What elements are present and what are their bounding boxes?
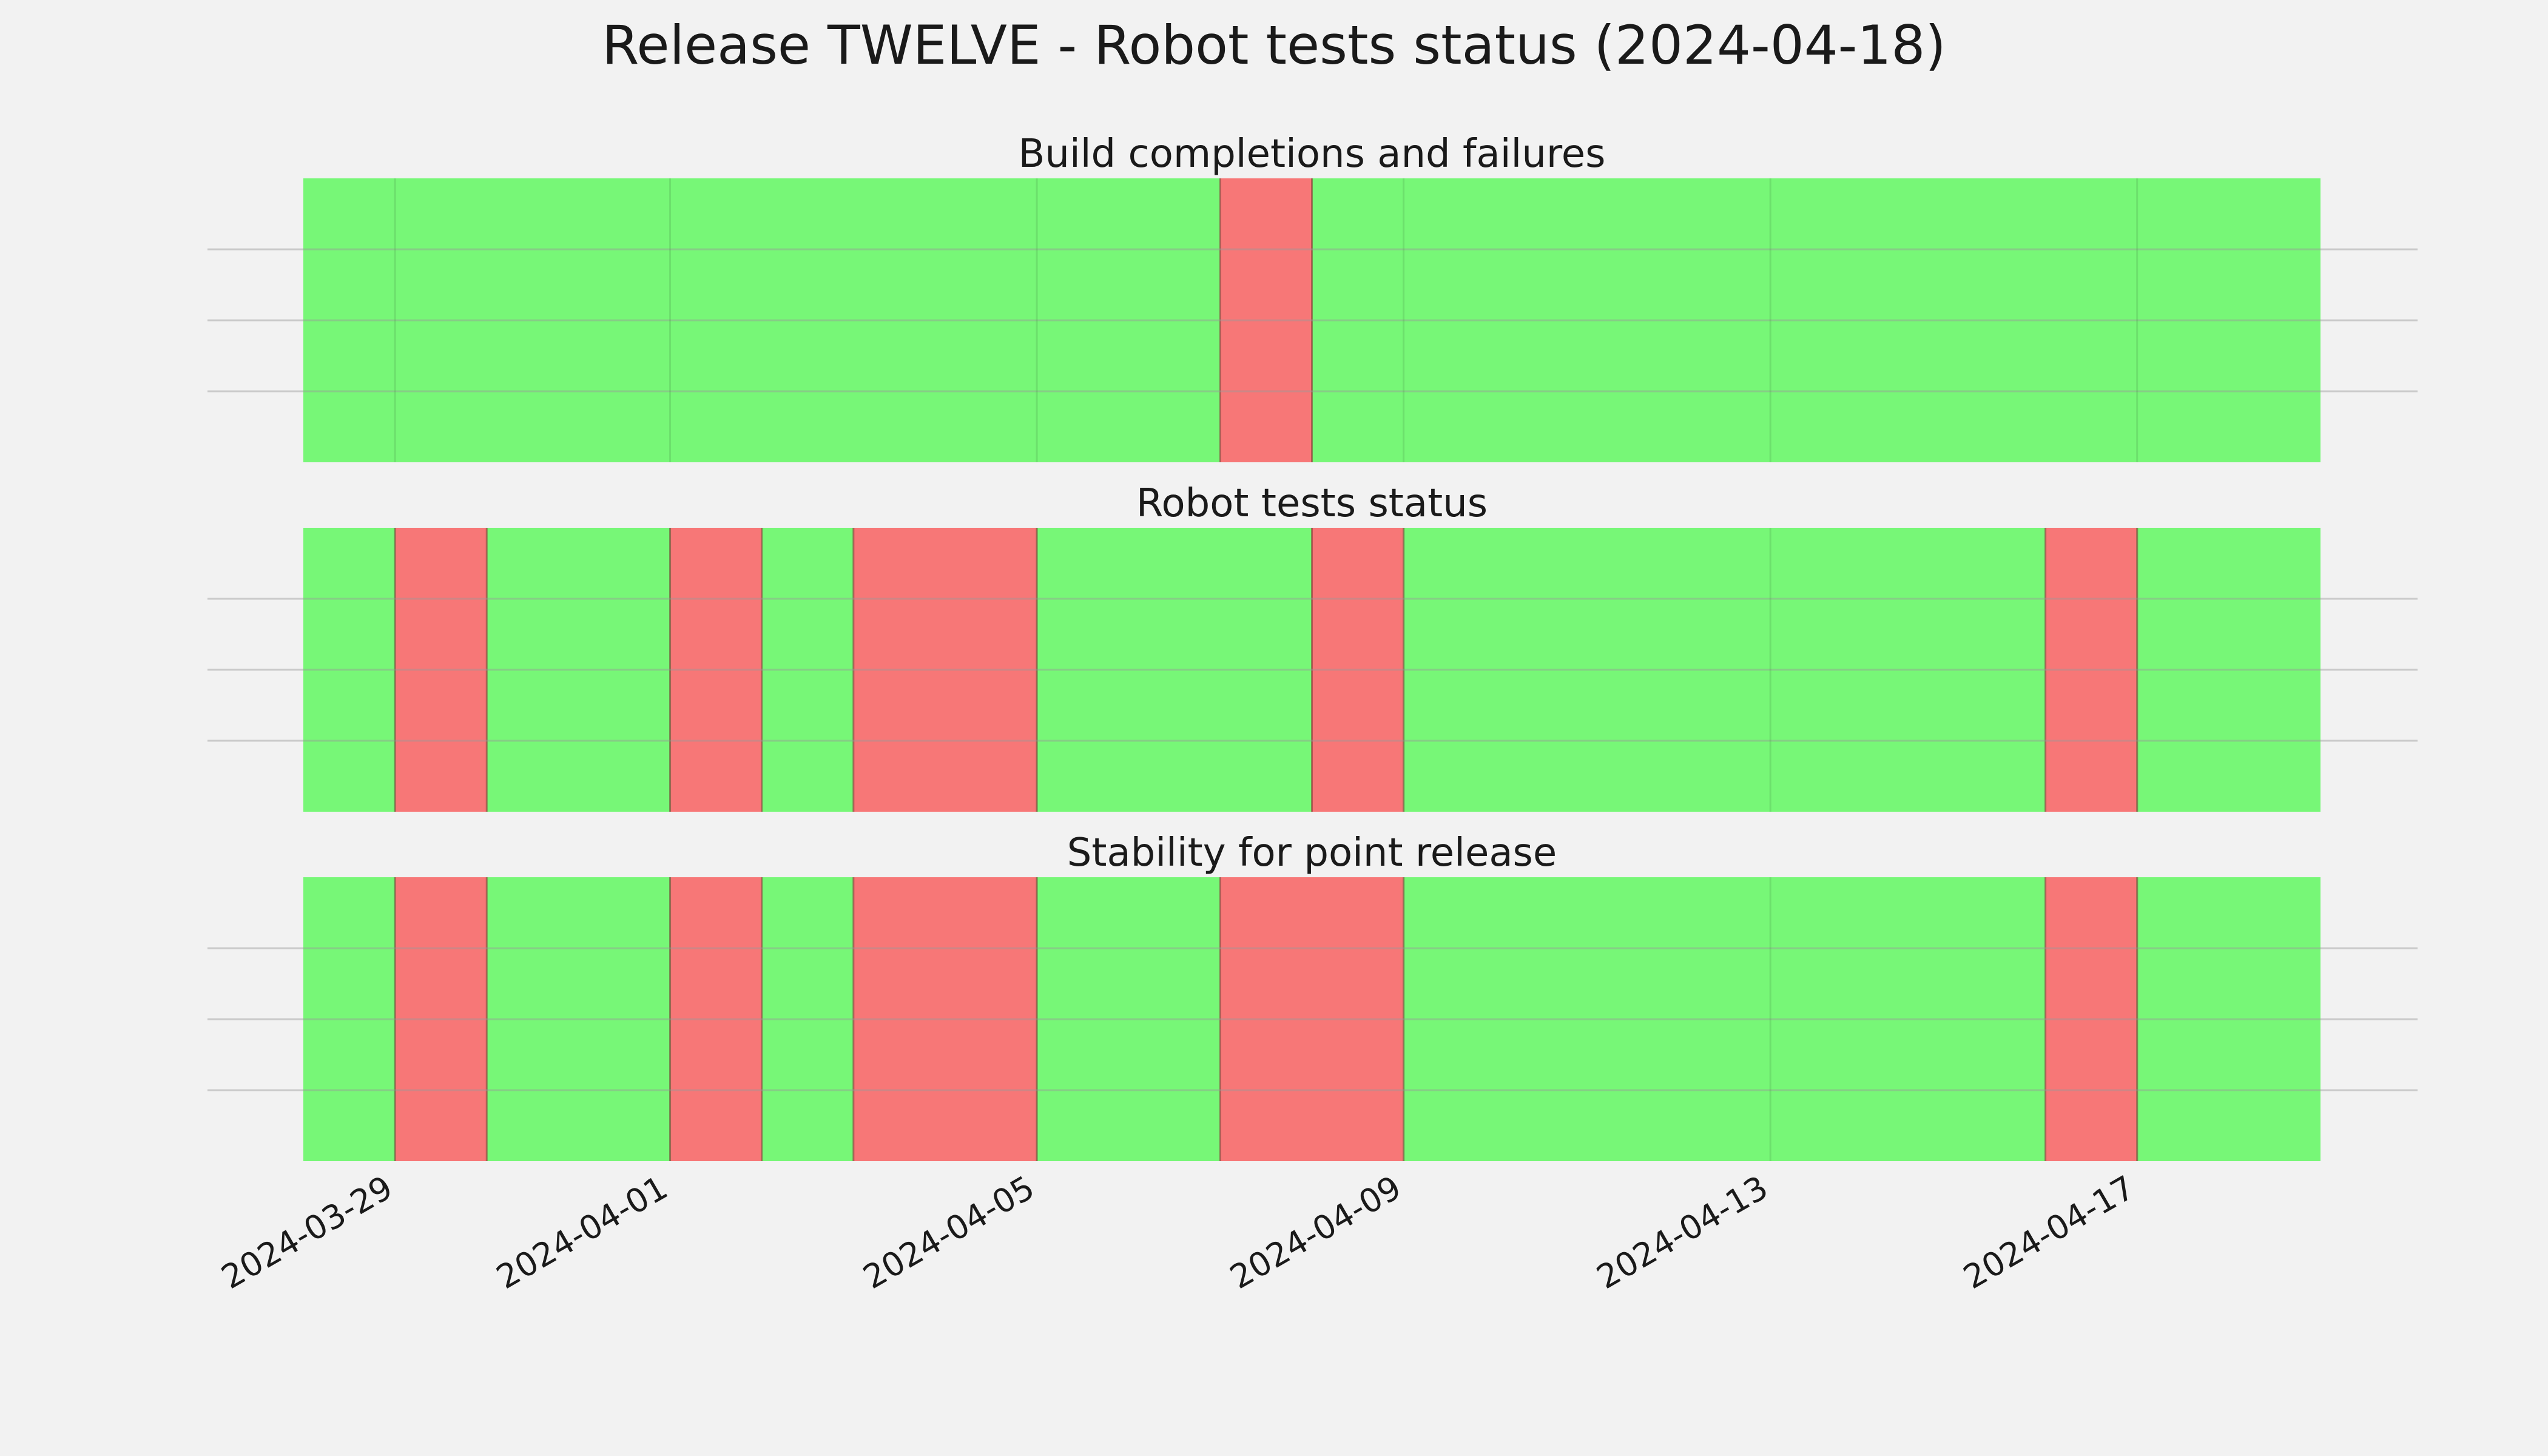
segment-pass xyxy=(1403,528,2046,812)
segment-pass xyxy=(487,877,670,1161)
segment-pass xyxy=(761,528,854,812)
segment-fail xyxy=(395,528,487,812)
panel-subtitle: Build completions and failures xyxy=(1019,132,1606,177)
segment-pass xyxy=(1037,877,1221,1161)
segment-pass xyxy=(1403,877,2046,1161)
segment-fail xyxy=(853,528,1037,812)
segment-pass xyxy=(1312,178,2320,462)
segment-pass xyxy=(761,877,854,1161)
panel-subtitle: Robot tests status xyxy=(1136,481,1488,526)
segment-fail xyxy=(395,877,487,1161)
panel-subtitle: Stability for point release xyxy=(1067,831,1557,875)
segment-pass xyxy=(303,178,1221,462)
panel-2: Robot tests status xyxy=(207,481,2418,812)
segment-pass xyxy=(2137,528,2320,812)
segment-fail xyxy=(1312,528,1404,812)
segment-pass xyxy=(303,877,396,1161)
segment-fail xyxy=(670,877,762,1161)
segment-fail xyxy=(1220,178,1312,462)
segment-fail xyxy=(853,877,1037,1161)
segment-pass xyxy=(487,528,670,812)
panels-layer: Build completions and failures Robot test… xyxy=(207,132,2418,1161)
segment-fail xyxy=(2045,528,2137,812)
panel-3: Stability for point release xyxy=(207,831,2418,1161)
segment-fail xyxy=(670,528,762,812)
segment-pass xyxy=(1037,528,1312,812)
segment-fail xyxy=(2045,877,2137,1161)
segment-fail xyxy=(1220,877,1404,1161)
segment-pass xyxy=(303,528,396,812)
panel-1: Build completions and failures xyxy=(207,132,2418,462)
segment-pass xyxy=(2137,877,2320,1161)
chart-title: Release TWELVE - Robot tests status (202… xyxy=(602,14,1946,76)
